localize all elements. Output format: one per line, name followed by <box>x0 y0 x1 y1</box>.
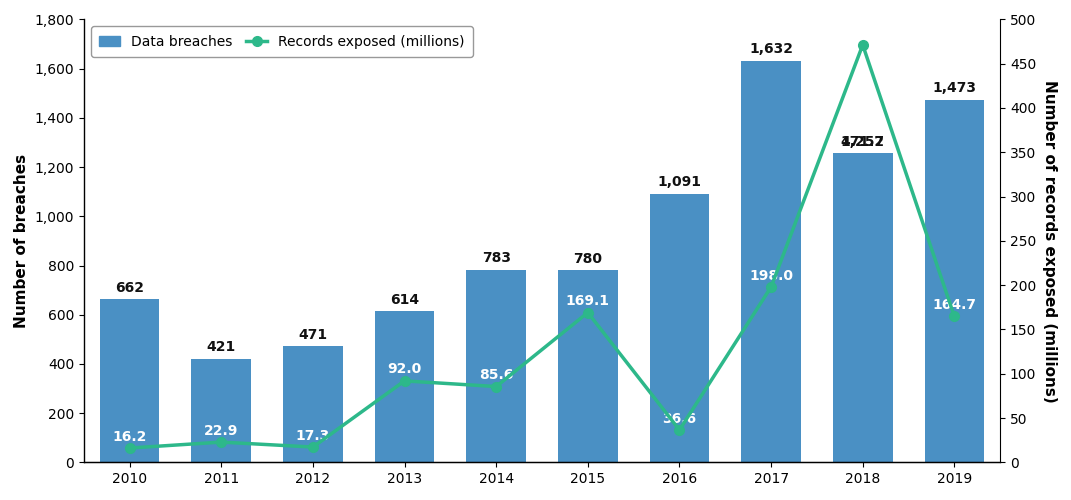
Text: 662: 662 <box>115 281 145 295</box>
Bar <box>283 346 343 463</box>
Text: 22.9: 22.9 <box>205 424 239 438</box>
Text: 1,473: 1,473 <box>933 82 977 96</box>
Bar <box>100 300 160 462</box>
Text: 471: 471 <box>299 328 328 342</box>
Bar <box>558 270 618 462</box>
Text: 421: 421 <box>207 340 236 354</box>
Text: 17.3: 17.3 <box>296 428 330 442</box>
Bar <box>741 60 801 462</box>
Text: 1,632: 1,632 <box>749 42 794 56</box>
Text: 1,257: 1,257 <box>841 134 885 148</box>
Text: 198.0: 198.0 <box>749 268 794 282</box>
Bar <box>924 100 984 463</box>
Bar <box>375 312 435 462</box>
Text: 36.6: 36.6 <box>662 412 696 426</box>
Bar <box>833 153 892 462</box>
Text: 164.7: 164.7 <box>933 298 977 312</box>
Text: 614: 614 <box>390 293 419 307</box>
Text: 169.1: 169.1 <box>565 294 609 308</box>
Y-axis label: Number of records exposed (millions): Number of records exposed (millions) <box>1042 80 1057 402</box>
Y-axis label: Number of breaches: Number of breaches <box>14 154 29 328</box>
Text: 783: 783 <box>482 252 511 266</box>
Legend: Data breaches, Records exposed (millions): Data breaches, Records exposed (millions… <box>91 26 473 57</box>
Text: 471.2: 471.2 <box>841 134 885 148</box>
Bar <box>192 359 251 463</box>
Text: 780: 780 <box>573 252 602 266</box>
Bar <box>650 194 709 462</box>
Text: 92.0: 92.0 <box>388 362 422 376</box>
Text: 16.2: 16.2 <box>112 430 147 444</box>
Bar <box>466 270 526 462</box>
Text: 1,091: 1,091 <box>658 176 702 190</box>
Text: 85.6: 85.6 <box>479 368 513 382</box>
